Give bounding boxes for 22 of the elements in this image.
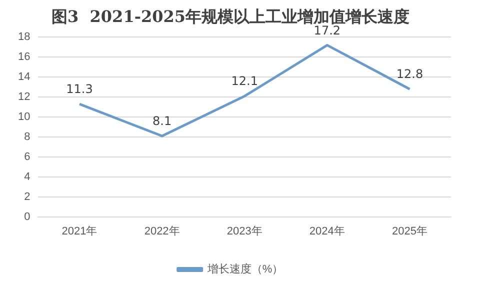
y-tick-label: 2 xyxy=(24,190,30,203)
y-tick-label: 14 xyxy=(18,71,30,84)
y-tick-label: 10 xyxy=(18,111,30,124)
data-label: 17.2 xyxy=(314,23,341,38)
y-tick-label: 0 xyxy=(24,210,30,223)
data-label: 8.1 xyxy=(152,114,172,128)
x-tick-label: 2024年 xyxy=(309,225,345,238)
data-label: 12.1 xyxy=(231,74,258,88)
x-tick-label: 2022年 xyxy=(144,225,180,238)
y-tick-label: 8 xyxy=(24,131,30,144)
legend-label: 增长速度（%） xyxy=(206,262,284,276)
y-tick-label: 4 xyxy=(24,170,30,183)
y-tick-label: 12 xyxy=(18,91,30,104)
chart-title: 图3 2021-2025年规模以上工业增加值增长速度 xyxy=(52,6,410,26)
x-tick-label: 2025年 xyxy=(392,225,428,238)
y-tick-label: 6 xyxy=(24,150,30,163)
x-tick-label: 2021年 xyxy=(62,225,98,238)
y-tick-label: 16 xyxy=(18,51,30,64)
data-label: 12.8 xyxy=(396,67,424,82)
x-tick-label: 2023年 xyxy=(226,225,262,238)
data-label: 11.3 xyxy=(66,82,93,96)
y-tick-label: 18 xyxy=(18,31,30,44)
